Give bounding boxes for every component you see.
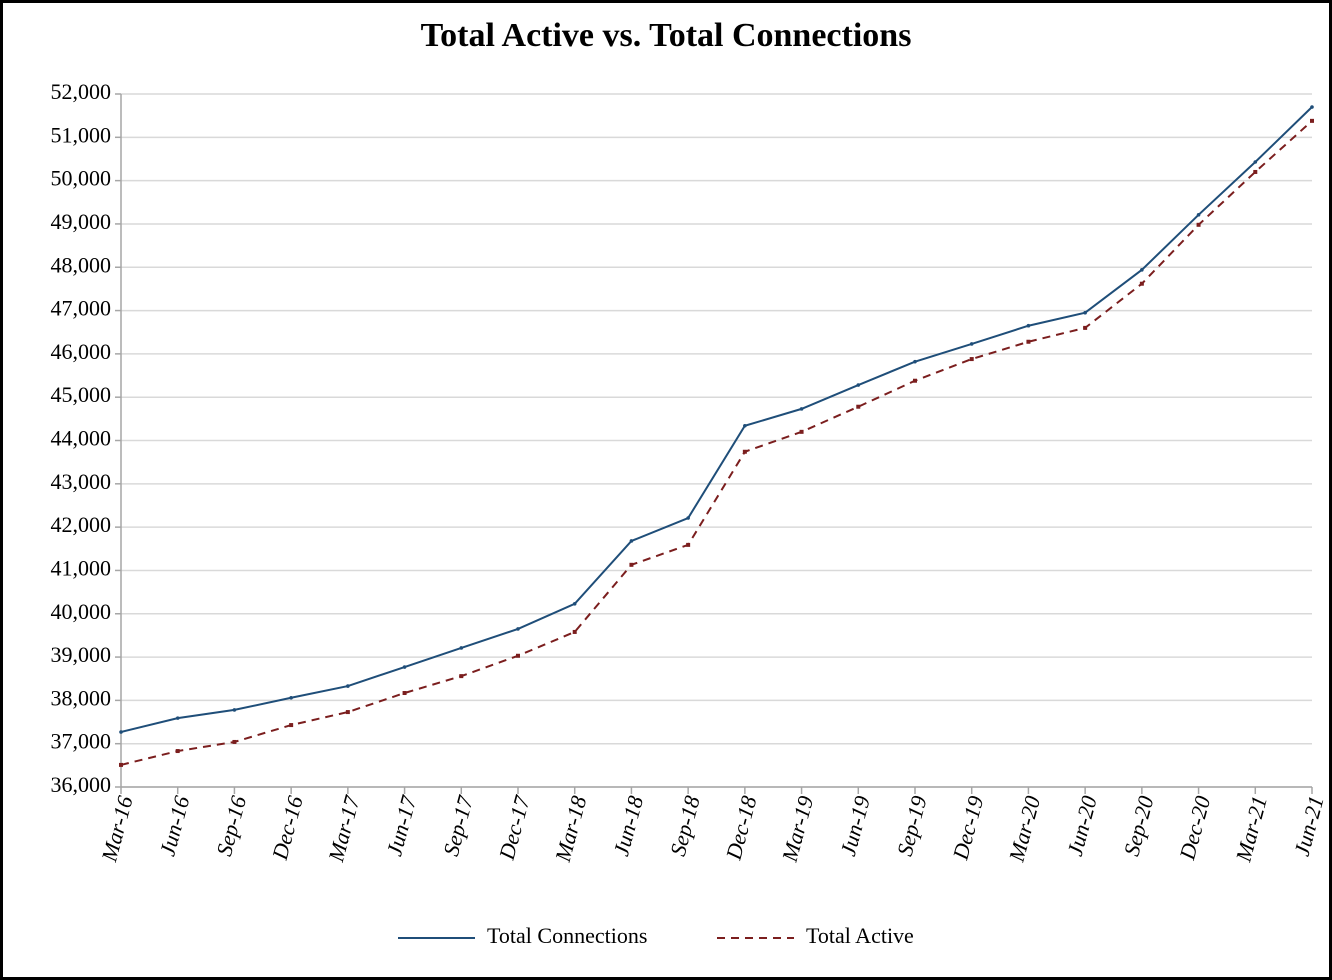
point-marker (175, 716, 180, 720)
chart-title: Total Active vs. Total Connections (421, 17, 912, 54)
series-line (120, 106, 1313, 733)
point-marker (572, 601, 577, 606)
y-tick-label: 47,000 (51, 296, 112, 321)
point-marker (119, 762, 123, 767)
point-marker (1253, 160, 1258, 164)
point-marker (119, 730, 123, 734)
y-tick-label: 49,000 (51, 209, 112, 234)
point-marker (572, 629, 577, 634)
y-tick-label: 48,000 (51, 252, 112, 277)
y-tick-label: 46,000 (51, 339, 112, 364)
y-tick-label: 36,000 (51, 772, 112, 797)
point-marker (232, 739, 237, 744)
point-marker (686, 542, 691, 547)
y-tick-label: 41,000 (51, 555, 112, 580)
y-tick-label: 37,000 (51, 729, 112, 754)
point-marker (799, 407, 804, 411)
y-tick-label: 44,000 (51, 426, 112, 451)
point-marker (913, 359, 917, 364)
point-marker (1083, 310, 1087, 315)
y-tick-label: 40,000 (51, 599, 112, 624)
point-marker (629, 562, 634, 567)
point-marker (686, 516, 690, 520)
point-marker (913, 378, 917, 383)
y-tick-label: 52,000 (51, 79, 112, 104)
point-marker (516, 627, 520, 631)
point-marker (516, 653, 520, 658)
y-tick-label: 51,000 (51, 122, 112, 147)
y-tick-label: 39,000 (51, 642, 112, 667)
point-marker (743, 423, 747, 428)
point-marker (289, 695, 293, 700)
point-marker (345, 710, 350, 715)
point-marker (1196, 222, 1201, 227)
point-marker (629, 539, 634, 543)
y-tick-label: 38,000 (51, 685, 112, 710)
point-marker (1026, 323, 1031, 328)
point-marker (1310, 118, 1314, 123)
point-marker (289, 723, 294, 728)
series-line (120, 120, 1313, 766)
y-tick-label: 42,000 (51, 512, 112, 537)
point-marker (969, 342, 974, 346)
point-marker (856, 383, 861, 387)
point-marker (1139, 281, 1144, 286)
point-marker (1253, 169, 1258, 174)
point-marker (175, 749, 180, 754)
point-marker (402, 691, 407, 696)
point-marker (799, 429, 804, 434)
point-marker (1196, 213, 1201, 217)
point-marker (742, 449, 747, 454)
point-marker (1140, 268, 1144, 272)
y-tick-label: 45,000 (51, 382, 112, 407)
point-marker (232, 708, 237, 712)
legend-label: Total Active (806, 923, 914, 948)
point-marker (1310, 105, 1314, 109)
point-marker (346, 684, 350, 688)
point-marker (856, 404, 861, 409)
legend-label: Total Connections (487, 923, 647, 948)
point-marker (1026, 339, 1031, 344)
point-marker (459, 646, 464, 650)
y-tick-label: 43,000 (51, 469, 112, 494)
point-marker (969, 357, 974, 362)
point-marker (402, 665, 407, 669)
y-tick-label: 50,000 (51, 166, 112, 191)
point-marker (1083, 325, 1088, 330)
point-marker (459, 674, 464, 679)
